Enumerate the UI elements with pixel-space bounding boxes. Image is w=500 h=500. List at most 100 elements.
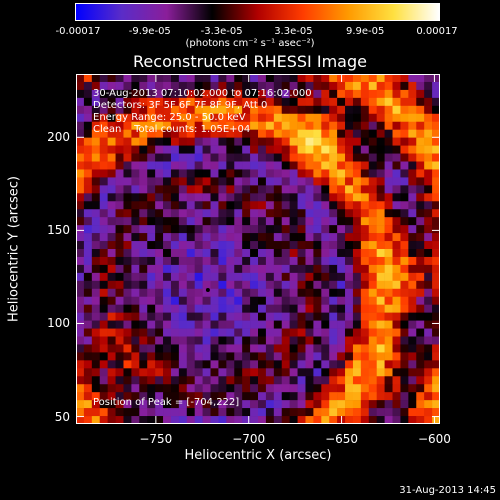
heatmap-cell <box>131 256 140 266</box>
heatmap-cell <box>313 225 322 234</box>
heatmap-cell <box>139 249 148 258</box>
heatmap-cell <box>352 368 362 377</box>
heatmap-cell <box>178 264 188 274</box>
heatmap-cell <box>297 177 306 186</box>
heatmap-cell <box>194 272 203 282</box>
heatmap-cell <box>250 312 259 321</box>
heatmap-cell <box>352 225 362 234</box>
heatmap-cell <box>202 161 211 170</box>
heatmap-cell <box>139 113 148 123</box>
annotation-clean-counts: Clean Total counts: 1.05E+04 <box>93 124 251 135</box>
heatmap-cell <box>432 129 440 138</box>
heatmap-cell <box>147 264 156 274</box>
heatmap-cell <box>337 81 346 91</box>
heatmap-cell <box>329 376 338 385</box>
heatmap-cell <box>242 193 251 202</box>
heatmap-cell <box>83 233 93 242</box>
heatmap-cell <box>210 169 219 178</box>
heatmap-cell <box>123 217 132 226</box>
heatmap-cell <box>305 264 314 274</box>
heatmap-cell <box>170 121 180 130</box>
heatmap-cell <box>226 312 235 321</box>
heatmap-cell <box>360 312 370 321</box>
heatmap-cell <box>115 185 124 194</box>
heatmap-cell <box>281 304 290 313</box>
heatmap-cell <box>392 344 401 353</box>
heatmap-cell <box>218 408 227 417</box>
heatmap-cell <box>400 320 409 329</box>
heatmap-cell <box>329 129 338 138</box>
heatmap-cell <box>147 384 156 393</box>
heatmap-cell <box>265 344 275 353</box>
heatmap-cell <box>202 296 211 305</box>
heatmap-cell <box>170 225 180 234</box>
heatmap-cell <box>76 185 85 194</box>
heatmap-cell <box>289 288 298 298</box>
heatmap-cell <box>321 74 330 83</box>
heatmap-cell <box>194 408 203 417</box>
footer-date: 31-Aug-2013 14:45 <box>399 485 496 496</box>
heatmap-cell <box>163 352 172 361</box>
heatmap-cell <box>258 241 267 250</box>
heatmap-cell <box>139 209 148 218</box>
heatmap-cell <box>123 225 132 234</box>
heatmap-cell <box>186 201 195 210</box>
heatmap-cell <box>352 400 362 409</box>
heatmap-cell <box>163 280 172 290</box>
heatmap-cell <box>313 137 322 146</box>
heatmap-cell <box>408 97 417 107</box>
heatmap-cell <box>218 344 227 353</box>
heatmap-cell <box>313 81 322 91</box>
heatmap-cell <box>194 368 203 377</box>
heatmap-cell <box>408 352 417 361</box>
heatmap-cell <box>281 400 290 409</box>
heatmap-cell <box>115 288 124 298</box>
heatmap-cell <box>131 161 140 170</box>
heatmap-cell <box>424 137 433 146</box>
heatmap-cell <box>194 177 203 186</box>
heatmap-cell <box>91 384 101 393</box>
heatmap-cell <box>131 296 140 305</box>
heatmap-cell <box>424 233 433 242</box>
heatmap-cell <box>178 169 188 178</box>
heatmap-cell <box>368 217 377 226</box>
heatmap-cell <box>360 177 370 186</box>
heatmap-cell <box>432 336 440 345</box>
heatmap-cell <box>416 81 425 91</box>
heatmap-cell <box>76 352 85 361</box>
heatmap-cell <box>392 241 401 250</box>
heatmap-cell <box>226 320 235 329</box>
heatmap-cell <box>186 280 195 290</box>
heatmap-cell <box>91 336 101 345</box>
heatmap-cell <box>139 81 148 91</box>
heatmap-cell <box>186 352 195 361</box>
heatmap-cell <box>107 241 116 250</box>
heatmap-cell <box>281 233 290 242</box>
heatmap-cell <box>170 392 180 401</box>
heatmap-cell <box>170 408 180 417</box>
heatmap-cell <box>352 177 362 186</box>
heatmap-cell <box>123 233 132 242</box>
heatmap-cell <box>265 296 275 305</box>
heatmap-cell <box>170 384 180 393</box>
heatmap-cell <box>432 169 440 178</box>
heatmap-cell <box>139 241 148 250</box>
heatmap-cell <box>432 201 440 210</box>
heatmap-cell <box>242 89 251 99</box>
heatmap-cell <box>352 344 362 353</box>
heatmap-cell <box>226 336 235 345</box>
heatmap-cell <box>234 408 243 417</box>
heatmap-cell <box>83 249 93 258</box>
heatmap-cell <box>210 185 219 194</box>
heatmap-cell <box>170 304 180 313</box>
heatmap-cell <box>186 153 195 162</box>
heatmap-cell <box>163 392 172 401</box>
heatmap-cell <box>345 328 354 337</box>
heatmap-cell <box>368 105 377 115</box>
heatmap-cell <box>273 113 283 123</box>
heatmap-cell <box>170 177 180 186</box>
heatmap-cell <box>83 416 93 424</box>
heatmap-cell <box>392 296 401 305</box>
heatmap-cell <box>273 225 283 234</box>
heatmap-cell <box>337 408 346 417</box>
